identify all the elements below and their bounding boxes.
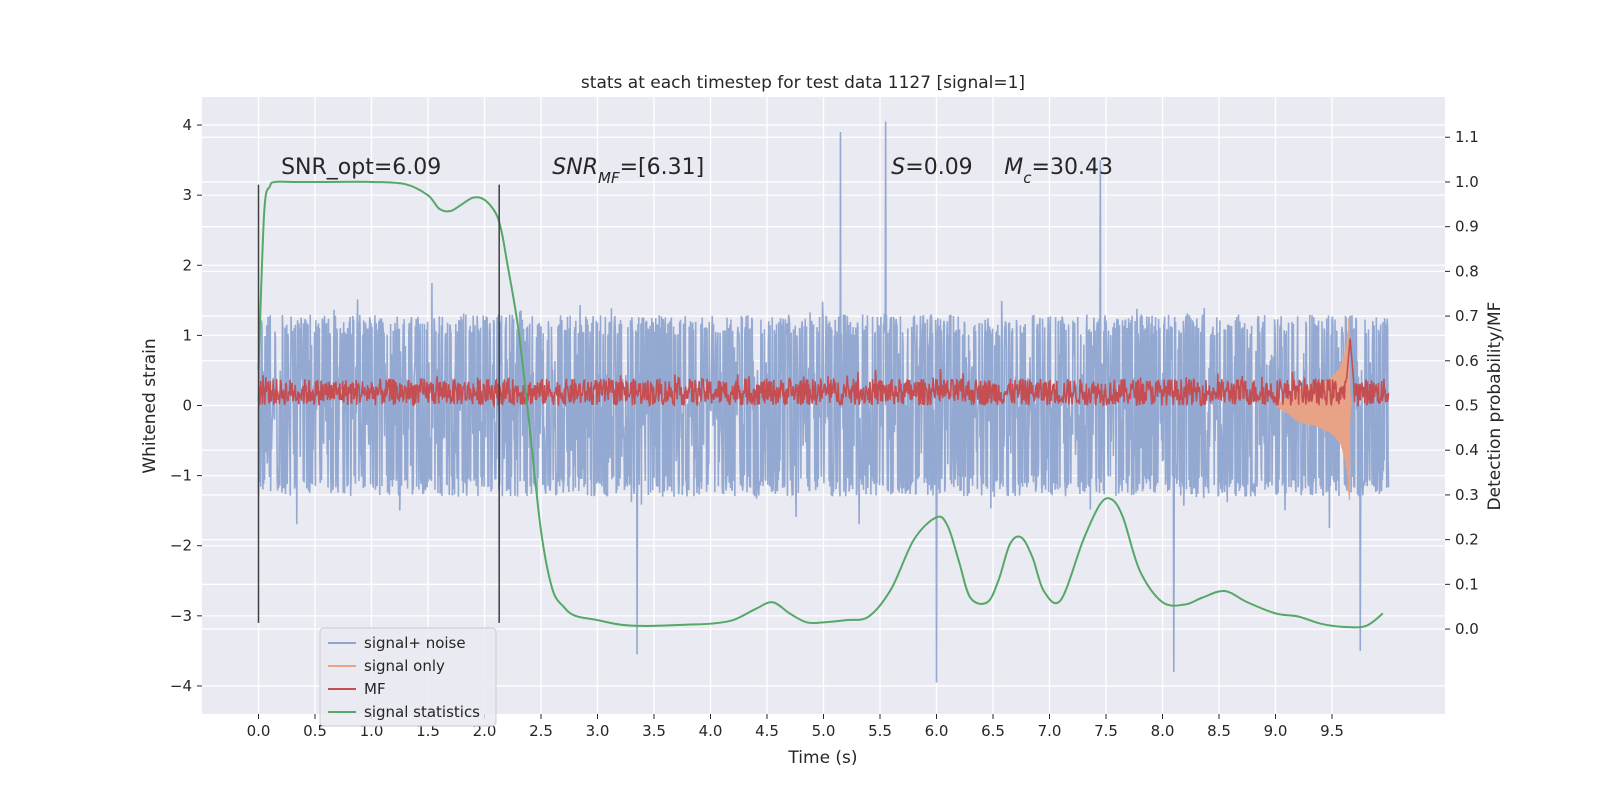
y-right-tick-label: 1.1 [1455, 128, 1479, 146]
y-tick-label: −2 [170, 537, 192, 555]
y-right-tick-label: 0.6 [1455, 352, 1479, 370]
signal-only-line [1275, 317, 1353, 500]
y-tick-label: −3 [170, 607, 192, 625]
y-right-axis-label: Detection probability/MF [1485, 302, 1505, 511]
x-tick-label: 8.5 [1207, 722, 1231, 740]
chart-title: stats at each timestep for test data 112… [581, 73, 1025, 93]
x-axis-label: Time (s) [787, 748, 857, 768]
annotation-3: Mc=30.43 [1004, 155, 1113, 187]
x-tick-label: 3.5 [642, 722, 666, 740]
x-tick-label: 5.5 [868, 722, 892, 740]
y-right-tick-label: 0.7 [1455, 307, 1479, 325]
y-right-axis-ticks: 1.1 1.0 0.9 0.8 0.7 0.6 0.5 0.4 0.3 0.2 0.1 0.0 [1445, 128, 1479, 638]
annotation-0: SNR_opt=6.09 [281, 155, 441, 180]
legend-entry: signal statistics [364, 703, 480, 721]
mf-line [257, 338, 1390, 409]
x-tick-label: 6.5 [981, 722, 1005, 740]
legend-entry: signal+ noise [364, 634, 466, 652]
y-tick-label: 3 [182, 186, 192, 204]
x-tick-label: 8.0 [1151, 722, 1175, 740]
x-tick-label: 6.0 [925, 722, 949, 740]
y-right-tick-label: 0.1 [1455, 575, 1479, 593]
annotation-2: S=0.09 [891, 155, 972, 180]
series-mf [257, 338, 1390, 409]
x-tick-label: 3.0 [586, 722, 610, 740]
legend: signal+ noise signal only MF signal statist… [319, 627, 497, 727]
y-tick-label: 0 [182, 397, 192, 415]
y-tick-label: −4 [170, 677, 192, 695]
annotations: SNR_opt=6.09 SNRMF=[6.31] S=0.09 Mc=30.43 [281, 155, 1113, 187]
x-tick-label: 0.0 [247, 722, 271, 740]
x-tick-label: 7.0 [1038, 722, 1062, 740]
x-tick-label: 4.0 [699, 722, 723, 740]
signal-noise-line [257, 121, 1390, 683]
x-tick-label: 9.5 [1320, 722, 1344, 740]
y-tick-label: −1 [170, 467, 192, 485]
y-axis-ticks: 4 3 2 1 0 −1 −2 −3 −4 [170, 116, 202, 695]
legend-box [319, 627, 497, 727]
y-right-tick-label: 0.9 [1455, 218, 1479, 236]
x-tick-label: 2.5 [529, 722, 553, 740]
x-tick-label: 7.5 [1094, 722, 1118, 740]
y-axis-label: Whitened strain [140, 338, 160, 473]
series-signal-noise [257, 121, 1390, 683]
y-right-tick-label: 0.4 [1455, 441, 1479, 459]
signal-statistics-line [257, 180, 1384, 629]
y-right-tick-label: 1.0 [1455, 173, 1479, 191]
series-signal-only [1275, 317, 1353, 500]
x-tick-label: 9.0 [1264, 722, 1288, 740]
y-right-tick-label: 0.3 [1455, 486, 1479, 504]
y-right-tick-label: 0.2 [1455, 531, 1479, 549]
vertical-markers [257, 184, 500, 623]
legend-entry: MF [364, 680, 386, 698]
series-signal-statistics [257, 180, 1384, 629]
x-tick-label: 5.0 [812, 722, 836, 740]
annotation-1: SNRMF=[6.31] [552, 155, 704, 187]
y-tick-label: 2 [182, 256, 192, 274]
y-right-tick-label: 0.0 [1455, 620, 1479, 638]
x-tick-label: 0.5 [303, 722, 327, 740]
y-tick-label: 4 [182, 116, 192, 134]
y-right-tick-label: 0.8 [1455, 262, 1479, 280]
legend-entry: signal only [364, 657, 445, 675]
x-tick-label: 4.5 [755, 722, 779, 740]
y-right-tick-label: 0.5 [1455, 397, 1479, 415]
y-tick-label: 1 [182, 326, 192, 344]
